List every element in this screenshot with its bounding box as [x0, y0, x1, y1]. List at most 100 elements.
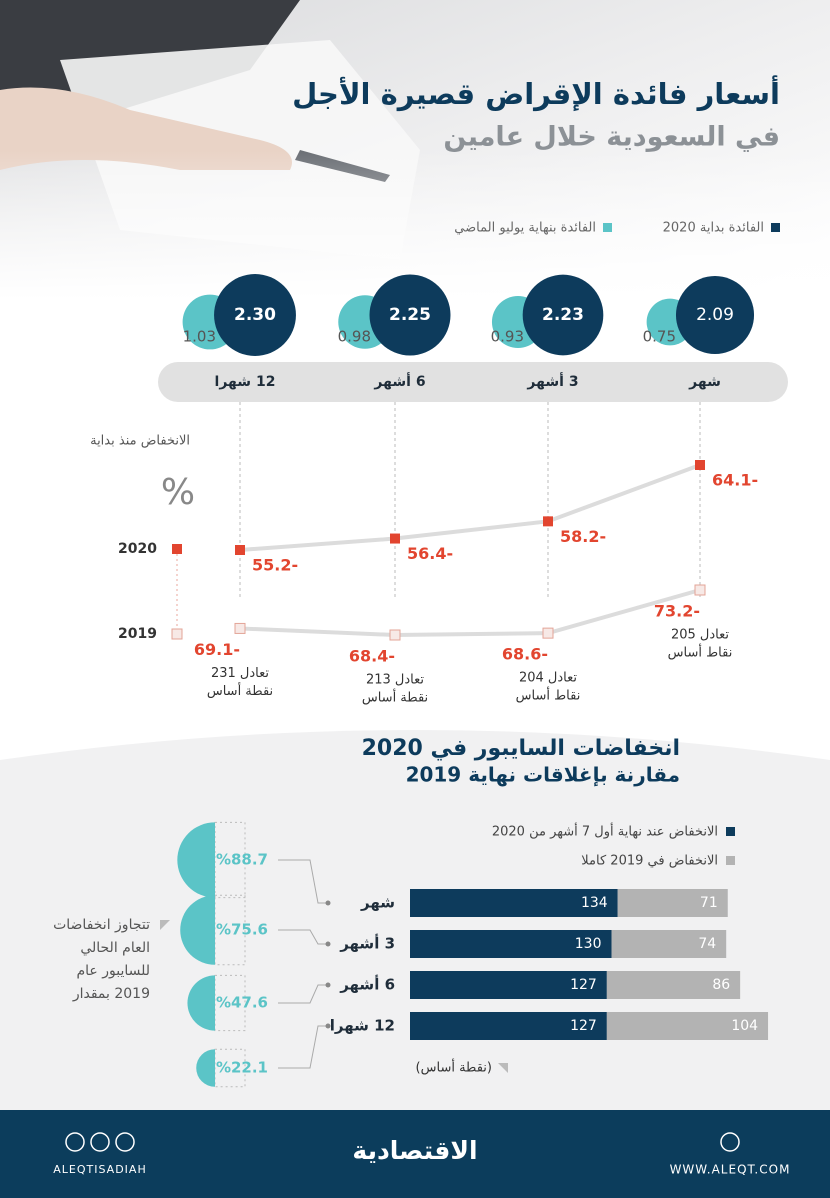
bubble-label: 2.09 — [696, 305, 734, 325]
value-label: 73.2- — [654, 602, 700, 621]
semicircle — [187, 975, 215, 1031]
frame — [214, 974, 246, 1032]
footer — [0, 1110, 830, 1198]
bar — [410, 889, 618, 917]
legend-swatch — [726, 856, 735, 865]
connector — [278, 859, 328, 904]
facebook-icon[interactable] — [90, 1132, 110, 1152]
bubble-label: 0.75 — [643, 328, 676, 346]
annotation: تعادل 231 — [211, 666, 269, 681]
point — [694, 584, 706, 596]
semicircle — [177, 822, 215, 898]
bubble-label: 2.25 — [389, 305, 431, 325]
note: العام الحالي — [80, 940, 150, 956]
note: 2019 بمقدار — [72, 986, 150, 1002]
bubble — [369, 274, 451, 356]
unit-marker — [498, 1063, 508, 1073]
value-label: 69.1- — [194, 640, 240, 659]
bar — [611, 930, 727, 958]
bubble — [522, 274, 604, 356]
semicircle — [180, 895, 215, 965]
bar-label: 86 — [712, 977, 730, 993]
semicircle — [196, 1049, 215, 1087]
chart-subtitle: مقارنة بإغلاقات نهاية 2019 — [406, 763, 680, 787]
subtitle: في السعودية خلال عامين — [443, 122, 780, 153]
annotation: نقاط أساس — [668, 644, 733, 661]
value-label: 56.4- — [407, 544, 453, 563]
series-line — [239, 588, 701, 638]
connector-dot — [325, 941, 331, 947]
logo: الاقتصادية — [352, 1136, 477, 1165]
bubble-label: 0.93 — [491, 328, 524, 346]
connector — [278, 929, 328, 945]
bar-label: 127 — [570, 977, 597, 993]
bar-label: 104 — [731, 1018, 758, 1034]
value-label: %88.7 — [216, 851, 268, 869]
point — [695, 460, 705, 470]
point — [234, 622, 246, 634]
bar — [410, 1012, 607, 1040]
bubble — [675, 275, 755, 355]
connector-dot — [325, 982, 331, 988]
legend-label: 2019 — [118, 626, 157, 642]
annotation: نقاط أساس — [516, 687, 581, 704]
value-label: 68.4- — [349, 647, 395, 666]
connector — [278, 984, 328, 1004]
frame — [214, 894, 246, 966]
photo-hand — [0, 87, 292, 170]
category-label: 12 شهرا — [330, 1017, 395, 1035]
frame — [214, 821, 246, 899]
value-label: 58.2- — [560, 527, 606, 546]
category-label: 6 أشهر — [373, 372, 425, 390]
value-label: 68.6- — [502, 645, 548, 664]
category-label: 6 أشهر — [339, 975, 395, 994]
category-label: 12 شهرا — [215, 374, 276, 390]
bubble — [214, 274, 296, 356]
category-band — [158, 362, 788, 402]
note-marker — [160, 920, 170, 930]
web-icon[interactable] — [720, 1132, 740, 1152]
bar-label: 130 — [575, 936, 602, 952]
series-line — [239, 463, 701, 552]
bar — [410, 971, 607, 999]
unit-label: (نقطة أساس) — [416, 1059, 492, 1076]
category-label: 3 أشهر — [339, 934, 395, 953]
legend-label: الفائدة بنهاية يوليو الماضي — [454, 221, 596, 236]
category-label: شهر — [688, 374, 721, 390]
point — [542, 627, 554, 639]
chart-title: انخفاضات السايبور في 2020 — [362, 736, 680, 761]
annotation: تعادل 204 — [519, 671, 577, 686]
point — [390, 533, 400, 544]
bar — [617, 889, 728, 917]
instagram-icon[interactable] — [65, 1132, 85, 1152]
bubble-label: 2.30 — [234, 305, 276, 325]
category-label: شهر — [360, 894, 395, 912]
note: للسايبور عام — [76, 963, 150, 979]
unit-label: % — [161, 472, 195, 513]
value-label: 64.1- — [712, 471, 758, 490]
bubble-label: 1.03 — [183, 328, 216, 346]
legend-label: 2020 — [118, 541, 157, 557]
legend-label: الفائدة بداية 2020 — [663, 221, 764, 236]
axis-label: الانخفاض منذ بداية — [90, 434, 190, 449]
website[interactable]: WWW.ALEQT.COM — [670, 1163, 791, 1177]
legend-marker — [172, 544, 182, 554]
connector-dot — [325, 900, 331, 906]
value-label: %22.1 — [216, 1059, 268, 1077]
legend-swatch — [771, 223, 780, 232]
point — [389, 629, 401, 641]
bar — [606, 971, 741, 999]
legend-label: الانخفاض عند نهاية أول 7 أشهر من 2020 — [492, 823, 718, 840]
annotation: تعادل 205 — [671, 628, 729, 643]
connector — [278, 1025, 328, 1069]
value-label: %47.6 — [216, 994, 268, 1012]
category-label: 3 أشهر — [526, 372, 578, 390]
bubble-label: 2.23 — [542, 305, 584, 325]
value-label: 55.2- — [252, 556, 298, 575]
bar-label: 127 — [570, 1018, 597, 1034]
legend-swatch — [603, 223, 612, 232]
twitter-icon[interactable] — [115, 1132, 135, 1152]
legend-swatch — [726, 827, 735, 836]
